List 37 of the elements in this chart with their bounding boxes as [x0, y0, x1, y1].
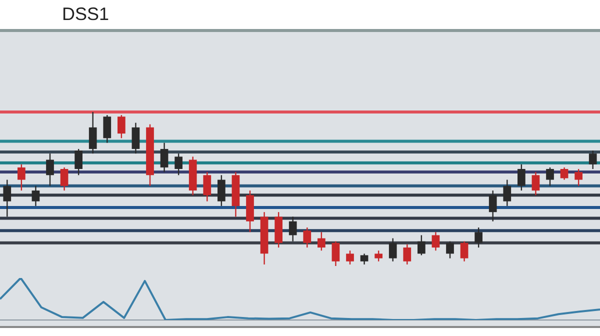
candlestick [203, 171, 212, 202]
candlestick [132, 122, 140, 154]
candlestick [60, 166, 68, 192]
candlestick [460, 240, 468, 262]
candlestick [574, 168, 582, 187]
candlestick [474, 226, 482, 248]
candlestick [218, 174, 226, 207]
candlestick [46, 152, 54, 187]
candlestick [318, 232, 326, 252]
candlestick [588, 150, 597, 170]
candlestick [346, 250, 354, 266]
candlestick [18, 164, 26, 192]
candlestick [360, 253, 368, 266]
candlestick [532, 171, 540, 196]
candlestick [374, 250, 382, 262]
candlestick [503, 179, 512, 207]
candlestick [174, 152, 182, 176]
candlestick [160, 142, 168, 173]
candlestick [446, 240, 454, 259]
candlestick [432, 232, 440, 252]
candlestick [288, 216, 297, 242]
candlestick [3, 179, 12, 218]
candlestick [103, 114, 112, 144]
candlestick [418, 234, 426, 256]
candlestick [546, 166, 554, 187]
candlestick [88, 111, 97, 154]
candlestick [560, 166, 568, 180]
candlestick [74, 148, 82, 176]
candlestick [388, 238, 397, 262]
chart-title: DSS1 [0, 0, 600, 32]
candlestick [403, 244, 412, 266]
candlestick [332, 240, 340, 267]
candlestick [518, 164, 526, 192]
candlestick [32, 185, 40, 207]
candlestick [488, 190, 497, 222]
candlestick [118, 114, 126, 139]
candlestick [303, 226, 312, 248]
